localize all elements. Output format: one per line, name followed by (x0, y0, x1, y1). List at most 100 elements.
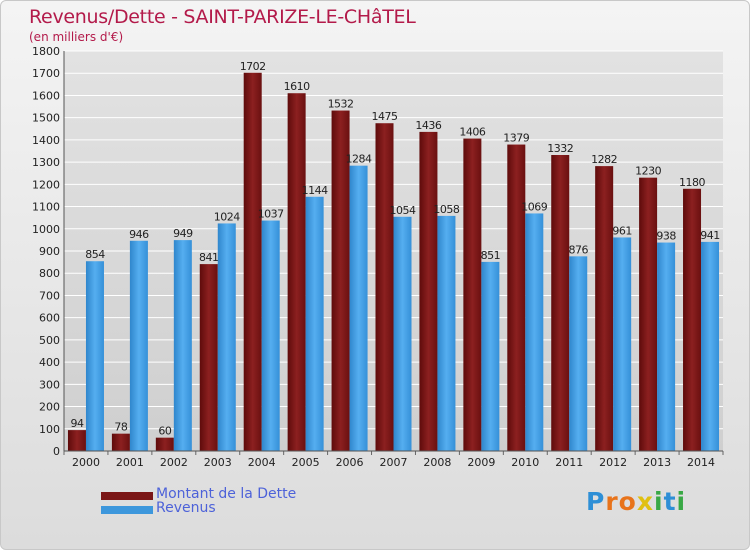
data-label-dette: 94 (70, 417, 83, 430)
bar-revenus (481, 261, 500, 451)
y-tick-label: 300 (39, 378, 60, 391)
bar-revenus (393, 216, 412, 451)
x-tick-label: 2003 (204, 456, 232, 469)
data-label-dette: 1702 (240, 60, 266, 73)
data-label-revenus: 1037 (258, 208, 284, 221)
data-label-revenus: 949 (173, 227, 193, 240)
proxiti-logo: Proxiti (586, 487, 686, 516)
data-label-dette: 1406 (459, 126, 485, 139)
y-tick-label: 1400 (32, 134, 60, 147)
y-tick-label: 600 (39, 312, 60, 325)
data-label-dette: 1532 (328, 98, 354, 111)
legend-label-dette: Montant de la Dette (156, 486, 297, 502)
legend-swatch-dette (101, 492, 153, 500)
y-tick-label: 1000 (32, 223, 60, 236)
y-tick-label: 500 (39, 334, 60, 347)
bar-revenus (525, 213, 544, 451)
bar-revenus (613, 237, 632, 451)
bar-revenus (437, 215, 456, 451)
y-tick-label: 1500 (32, 112, 60, 125)
x-tick-label: 2012 (599, 456, 627, 469)
data-label-dette: 60 (158, 425, 171, 438)
logo-letter: i (676, 487, 687, 516)
bar-revenus (261, 220, 280, 451)
y-tick-label: 900 (39, 245, 60, 258)
bar-dette (331, 110, 350, 452)
data-label-dette: 1230 (635, 165, 661, 178)
x-tick-label: 2002 (160, 456, 188, 469)
bar-revenus (173, 240, 192, 451)
data-label-revenus: 1058 (433, 203, 459, 216)
bar-dette (155, 437, 174, 451)
bar-revenus (85, 261, 104, 451)
bar-dette (683, 188, 702, 451)
data-label-dette: 841 (199, 251, 219, 264)
x-tick-label: 2011 (555, 456, 583, 469)
x-tick-label: 2013 (643, 456, 671, 469)
bar-dette (419, 131, 438, 451)
y-tick-label: 1800 (32, 45, 60, 58)
x-tick-label: 2004 (248, 456, 276, 469)
x-tick-label: 2014 (687, 456, 715, 469)
data-label-revenus: 1054 (390, 204, 416, 217)
bar-dette (111, 433, 130, 451)
x-tick-label: 2001 (116, 456, 144, 469)
bar-dette (551, 155, 570, 451)
logo-letter: r (605, 487, 619, 516)
y-tick-label: 100 (39, 423, 60, 436)
x-tick-label: 2006 (336, 456, 364, 469)
y-tick-label: 200 (39, 401, 60, 414)
data-label-revenus: 961 (612, 224, 632, 237)
data-label-dette: 1282 (591, 153, 617, 166)
data-label-dette: 1610 (284, 80, 310, 93)
data-label-revenus: 1284 (346, 153, 372, 166)
bar-revenus (305, 196, 324, 451)
data-label-revenus: 876 (568, 243, 588, 256)
legend-swatch-revenus (101, 506, 153, 514)
y-tick-label: 1100 (32, 201, 60, 214)
x-tick-label: 2005 (292, 456, 320, 469)
chart-title: Revenus/Dette - SAINT-PARIZE-LE-CHâTEL (29, 6, 416, 28)
bar-dette (639, 177, 658, 451)
bar-dette (375, 123, 394, 451)
logo-letter: P (586, 487, 606, 516)
bar-revenus (701, 241, 720, 451)
bar-dette (67, 430, 86, 451)
bar-revenus (349, 165, 368, 451)
bar-revenus (657, 242, 676, 451)
data-label-revenus: 854 (85, 248, 105, 261)
chart-subtitle: (en milliers d'€) (29, 30, 124, 44)
bar-dette (595, 166, 614, 451)
y-tick-label: 800 (39, 267, 60, 280)
legend-label-revenus: Revenus (156, 500, 216, 516)
bar-revenus (217, 223, 236, 451)
data-label-dette: 1180 (679, 176, 705, 189)
data-label-dette: 78 (114, 421, 127, 434)
data-label-dette: 1332 (547, 142, 573, 155)
y-tick-label: 1700 (32, 67, 60, 80)
data-label-dette: 1379 (503, 132, 529, 145)
bar-dette (463, 138, 482, 452)
bar-dette (507, 144, 526, 452)
bar-dette (287, 93, 306, 451)
logo-letter: t (663, 487, 677, 516)
data-label-revenus: 941 (700, 229, 720, 242)
data-label-revenus: 946 (129, 228, 149, 241)
bar-dette (243, 72, 262, 452)
x-tick-label: 2000 (72, 456, 100, 469)
x-tick-label: 2009 (467, 456, 495, 469)
bar-revenus (129, 240, 148, 451)
y-tick-label: 1600 (32, 89, 60, 102)
y-tick-label: 1200 (32, 178, 60, 191)
logo-letter: x (636, 487, 654, 516)
x-tick-label: 2010 (511, 456, 539, 469)
bar-dette (199, 264, 218, 451)
x-tick-label: 2007 (380, 456, 408, 469)
data-label-revenus: 1069 (521, 200, 547, 213)
y-tick-label: 0 (53, 445, 60, 458)
data-label-revenus: 938 (656, 230, 676, 243)
data-label-dette: 1475 (372, 110, 398, 123)
x-tick-label: 2008 (423, 456, 451, 469)
